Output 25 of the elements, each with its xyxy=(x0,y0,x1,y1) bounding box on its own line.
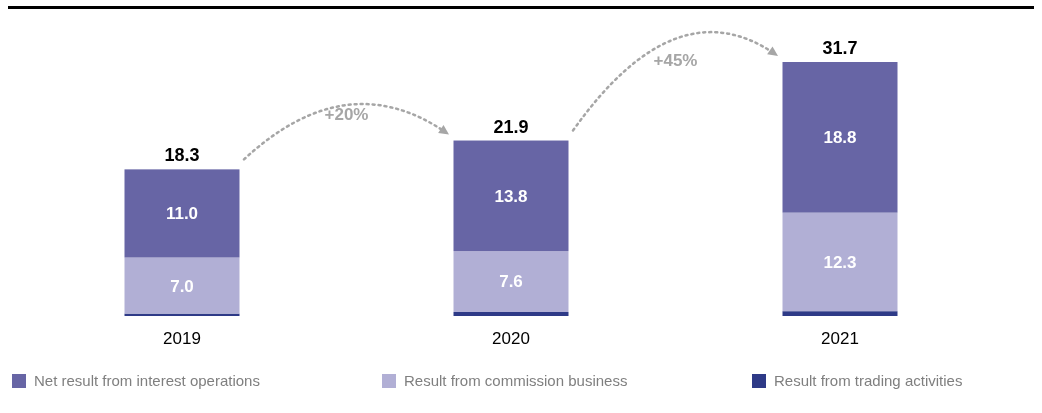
data-label: 7.0 xyxy=(170,276,194,296)
legend-label: Net result from interest operations xyxy=(34,372,260,389)
data-label: 12.3 xyxy=(823,252,857,272)
legend-label: Result from trading activities xyxy=(774,372,963,389)
total-label: 18.3 xyxy=(164,145,200,166)
legend-label: Result from commission business xyxy=(404,372,628,389)
bar xyxy=(782,311,898,316)
bar xyxy=(782,62,898,213)
data-label: 13.8 xyxy=(494,186,528,206)
total-label: 21.9 xyxy=(493,116,529,137)
bar xyxy=(782,212,898,312)
bar xyxy=(124,169,240,258)
data-label: 18.8 xyxy=(823,128,857,148)
bar xyxy=(124,257,240,314)
annotation: +20% xyxy=(324,104,369,124)
bar xyxy=(453,251,569,312)
bar xyxy=(453,311,569,316)
total-label: 31.7 xyxy=(822,38,858,58)
bar xyxy=(453,140,569,252)
x-tick-label: 2020 xyxy=(492,329,530,348)
x-tick-label: 2019 xyxy=(163,329,201,348)
data-label: 11.0 xyxy=(165,204,199,224)
x-tick-label: 2021 xyxy=(821,329,859,348)
annotation: +45% xyxy=(653,51,698,71)
data-label: 7.6 xyxy=(499,272,523,292)
